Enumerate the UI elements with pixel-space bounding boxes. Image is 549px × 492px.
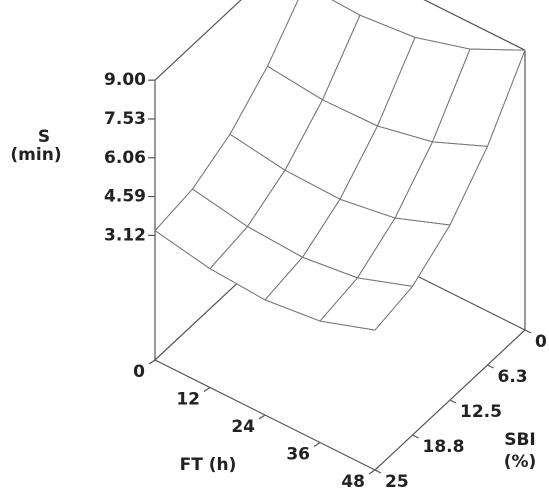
- surface-line: [192, 188, 413, 287]
- y-tick: [524, 329, 532, 334]
- x-tick: [368, 469, 376, 475]
- y-axis-label: (%): [504, 452, 537, 472]
- x-tick: [148, 359, 156, 365]
- y-tick-label: 18.8: [423, 437, 465, 457]
- y-tick: [487, 364, 494, 369]
- z-tick-label: 9.00: [104, 70, 146, 90]
- y-axis-label: SBI: [504, 430, 536, 450]
- x-tick: [258, 414, 266, 420]
- surface-line: [267, 65, 488, 147]
- z-tick-label: 3.12: [104, 225, 146, 245]
- z-tick-label: 7.53: [104, 109, 146, 129]
- surface-line: [331, 0, 526, 51]
- z-tick-label: 6.06: [104, 148, 146, 168]
- y-tick: [449, 399, 457, 404]
- surface-line: [229, 133, 451, 226]
- y-tick-label: 25: [385, 472, 409, 492]
- box-edge: [423, 0, 526, 51]
- x-tick: [313, 442, 321, 447]
- y-tick-label: 0: [535, 332, 547, 352]
- x-axis-label: FT (h): [180, 455, 237, 475]
- y-tick: [412, 434, 419, 439]
- z-axis-label: S: [38, 127, 50, 147]
- x-tick-label: 36: [286, 445, 310, 465]
- x-tick: [203, 387, 211, 392]
- x-tick-label: 12: [176, 390, 200, 410]
- x-tick-label: 24: [231, 417, 255, 437]
- z-tick-label: 4.59: [104, 187, 146, 207]
- z-axis-label: (min): [10, 145, 61, 165]
- x-tick-label: 48: [341, 472, 365, 492]
- y-tick: [374, 469, 382, 474]
- y-tick-label: 6.3: [498, 367, 528, 387]
- surface-line: [154, 230, 376, 331]
- y-tick-label: 12.5: [460, 402, 502, 422]
- x-tick-label: 0: [133, 362, 145, 382]
- box-edge: [154, 0, 242, 81]
